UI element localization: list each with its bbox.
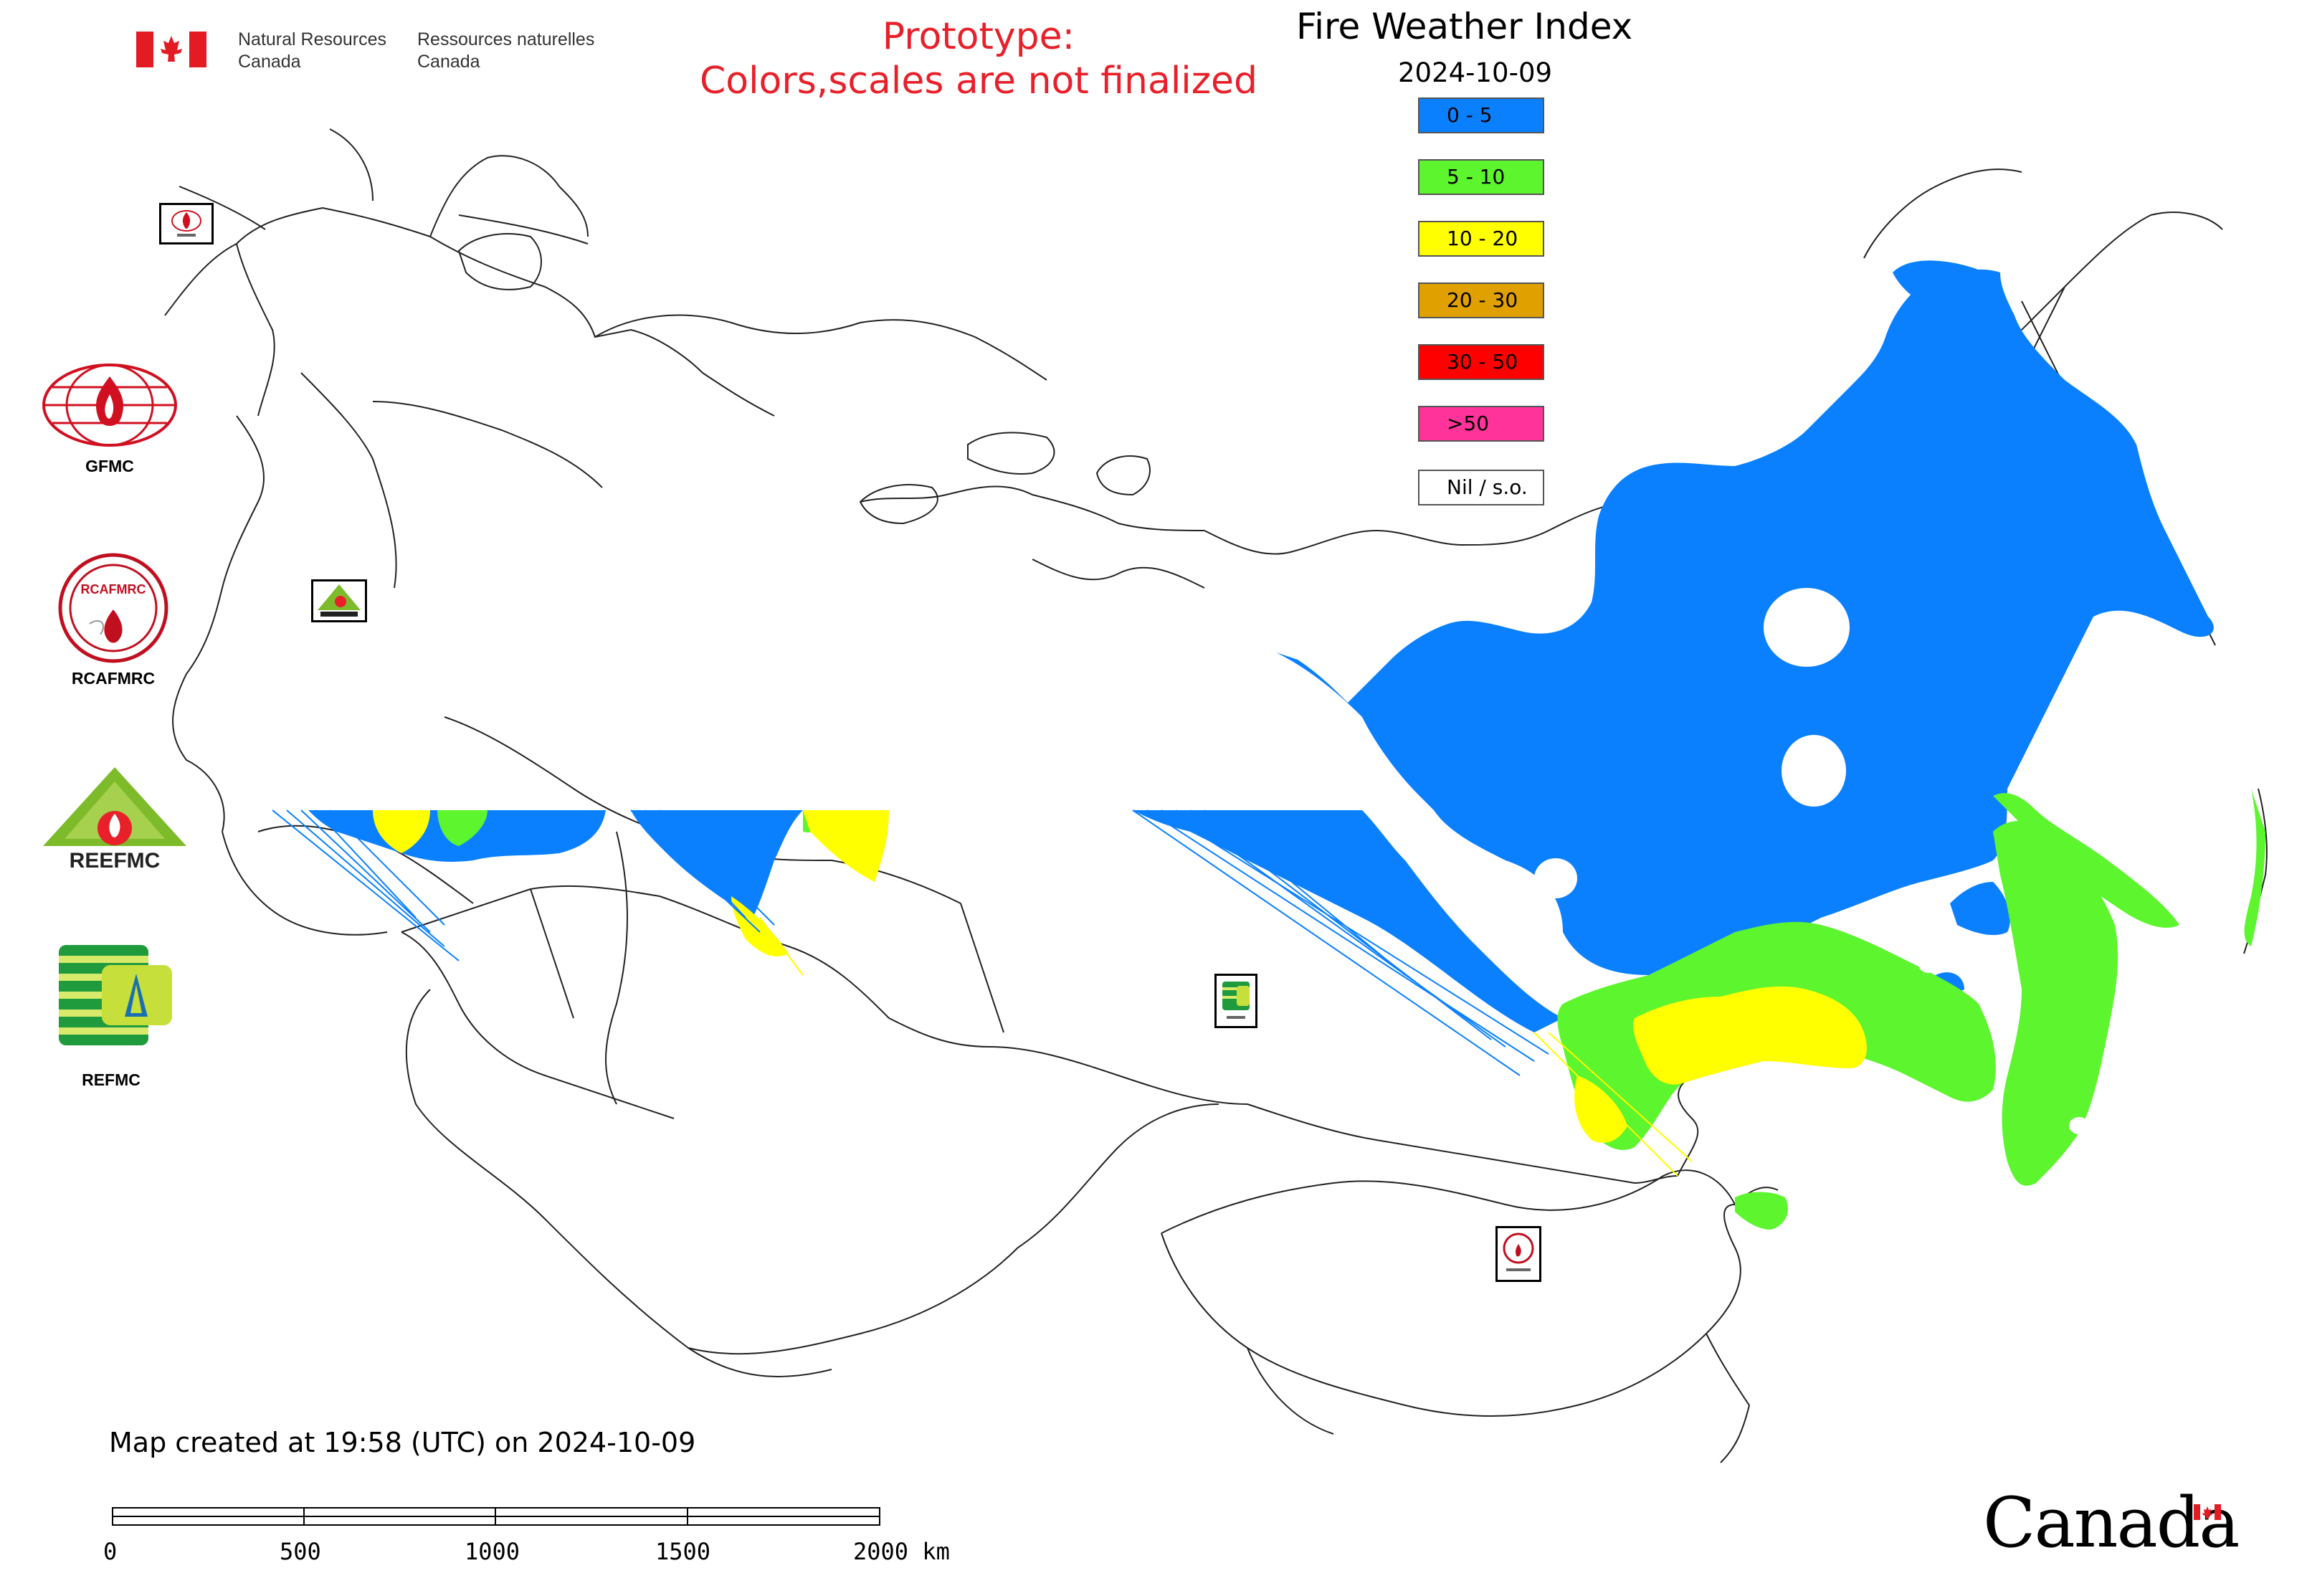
map-title: Fire Weather Index — [1296, 6, 1633, 47]
legend-item-0: 0 - 5 — [1418, 98, 1544, 133]
canada-flag-icon — [136, 32, 206, 67]
department-en-line2: Canada — [238, 52, 301, 72]
rcafmrc-map-marker — [1495, 1226, 1541, 1282]
map-blank-holes — [1534, 588, 2089, 1134]
legend-item-1: 5 - 10 — [1418, 159, 1544, 195]
legend-item-6: Nil / s.o. — [1418, 470, 1544, 505]
rcafmrc-label: RCAFMRC — [71, 669, 156, 688]
legend-item-2: 10 - 20 — [1418, 221, 1544, 257]
legend-item-label: 20 - 30 — [1447, 288, 1518, 312]
department-fr-line2: Canada — [417, 52, 480, 72]
legend-item-4: 30 - 50 — [1418, 344, 1544, 380]
scale-tick-1000: 1000 — [465, 1538, 520, 1565]
legend-item-label: >50 — [1447, 412, 1490, 435]
legend-item-3: 20 - 30 — [1418, 282, 1544, 318]
legend-item-label: 5 - 10 — [1447, 165, 1506, 189]
legend-item-5: >50 — [1418, 406, 1544, 442]
prototype-notice: Prototype: Colors,scales are not finaliz… — [645, 14, 1312, 103]
fwi-streak-artifacts-yellow — [759, 917, 1693, 1177]
fwi-class-0-5-area — [308, 260, 2214, 1032]
scale-tick-0: 0 — [103, 1538, 118, 1565]
scale-tick-1500: 1500 — [655, 1538, 711, 1565]
refmc-logo — [59, 945, 173, 1045]
department-fr-line1: Ressources naturelles — [417, 29, 595, 49]
department-name-en: Natural Resources Canada — [238, 29, 386, 73]
department-name-fr: Ressources naturelles Canada — [417, 29, 594, 73]
map-date: 2024-10-09 — [1398, 57, 1553, 88]
legend-item-label: 10 - 20 — [1447, 227, 1518, 250]
refmc-label: REFMC — [82, 1070, 141, 1089]
fwi-streak-artifacts — [272, 809, 1549, 1076]
scale-tick-500: 500 — [280, 1538, 321, 1565]
fwi-class-10-20-area — [373, 810, 1867, 1143]
gfmc-map-marker — [159, 203, 214, 244]
gfmc-logo — [42, 362, 178, 448]
reefmc-logo: REEFMC — [36, 767, 194, 875]
reefmc-logo-text: REEFMC — [70, 849, 161, 873]
rcafmrc-logo: RCAFMRC — [57, 552, 169, 664]
reefmc-map-marker — [311, 579, 367, 622]
refmc-map-marker — [1214, 974, 1257, 1028]
legend-item-label: Nil / s.o. — [1447, 475, 1528, 499]
canada-wordmark: Canada — [1983, 1483, 2240, 1563]
map-created-note: Map created at 19:58 (UTC) on 2024-10-09 — [109, 1427, 696, 1458]
prototype-line1: Prototype: — [882, 15, 1075, 58]
gfmc-label: GFMC — [85, 457, 134, 475]
legend-item-label: 30 - 50 — [1447, 350, 1518, 374]
rcafmrc-logo-text: RCAFMRC — [81, 582, 146, 597]
canada-wordmark-flag-icon — [2194, 1504, 2221, 1520]
prototype-line2: Colors,scales are not finalized — [699, 60, 1258, 103]
legend-item-label: 0 - 5 — [1447, 103, 1493, 127]
scale-bar — [112, 1507, 882, 1529]
department-en-line1: Natural Resources — [238, 29, 387, 49]
scale-tick-2000: 2000 km — [853, 1538, 950, 1565]
